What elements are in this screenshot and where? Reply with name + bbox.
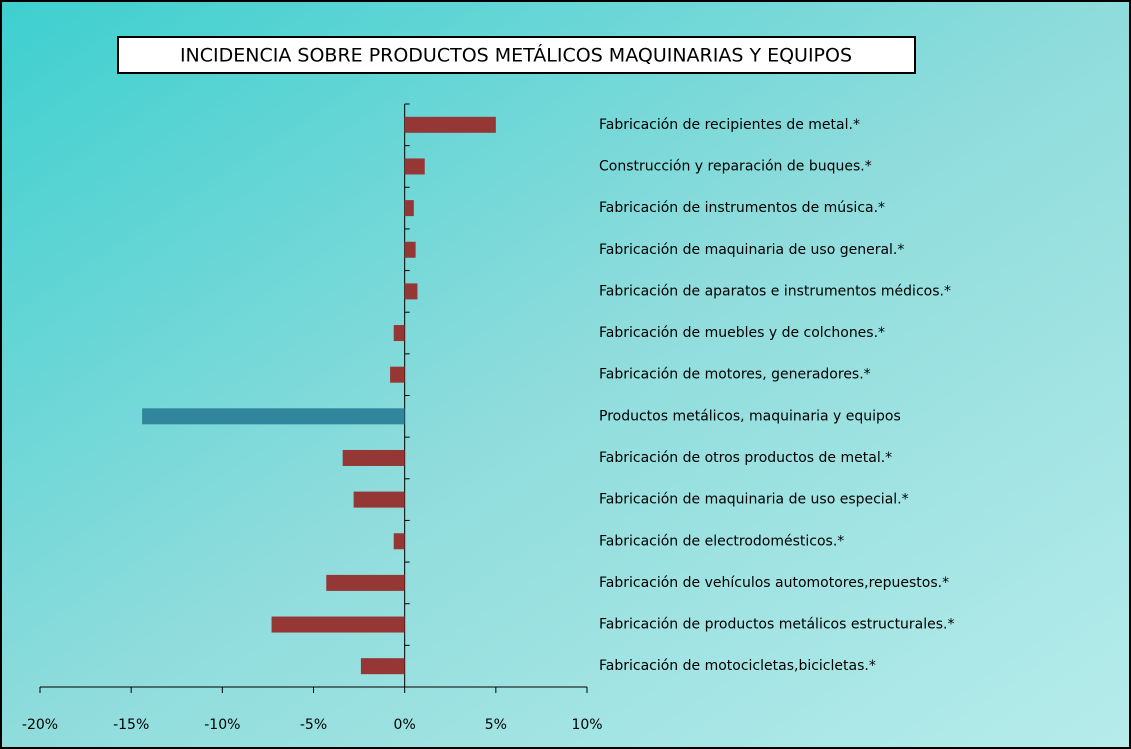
bar [271,616,405,633]
bar [404,116,496,133]
bar [404,283,418,300]
x-tick-label: -5% [300,717,327,733]
bar [404,241,416,258]
category-label: Fabricación de electrodomésticos.* [599,533,844,549]
category-label: Fabricación de motocicletas,bicicletas.* [599,658,876,674]
chart-title: INCIDENCIA SOBRE PRODUCTOS METÁLICOS MAQ… [180,44,852,67]
bar [390,366,405,383]
bar [342,449,405,466]
title-box [117,36,916,74]
bar [326,574,405,591]
category-label: Productos metálicos, maquinaria y equipo… [599,408,901,424]
bar [404,200,414,217]
category-label: Fabricación de recipientes de metal.* [599,117,860,133]
x-tick-label: 0% [394,717,416,733]
bar [393,533,405,550]
category-label: Fabricación de muebles y de colchones.* [599,325,885,341]
category-label: Fabricación de motores, generadores.* [599,367,871,383]
x-tick-label: -20% [22,717,58,733]
category-label: Fabricación de vehículos automotores,rep… [599,575,949,591]
category-label: Fabricación de aparatos e instrumentos m… [599,283,951,299]
bar [360,658,405,675]
category-label: Fabricación de maquinaria de uso especia… [599,492,909,508]
bar [353,491,405,508]
category-label: Fabricación de maquinaria de uso general… [599,242,904,258]
bar [393,325,405,342]
category-label: Fabricación de productos metálicos estru… [599,617,955,633]
category-label: Fabricación de instrumentos de música.* [599,200,885,216]
x-tick-label: -10% [204,717,240,733]
x-tick-label: 10% [571,717,602,733]
x-tick-label: 5% [485,717,507,733]
category-label: Fabricación de otros productos de metal.… [599,450,892,466]
x-tick-label: -15% [113,717,149,733]
bar [404,158,425,175]
bar [142,408,405,425]
category-label: Construcción y reparación de buques.* [599,158,872,174]
